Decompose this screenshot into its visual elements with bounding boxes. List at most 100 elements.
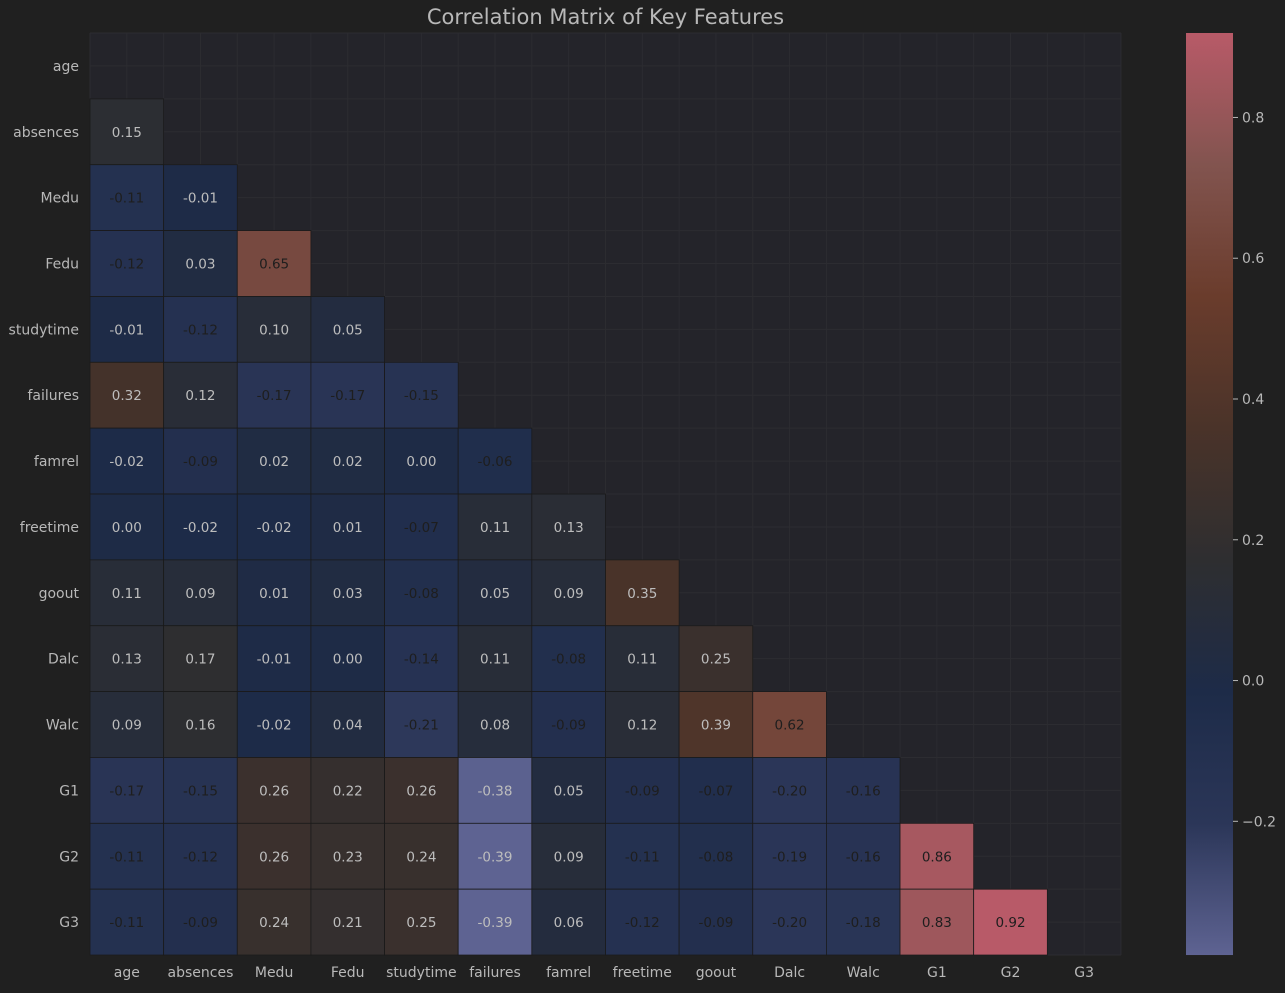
heatmap-cell [605, 691, 680, 758]
heatmap-cell [531, 559, 606, 627]
x-tick-label: G1 [927, 965, 947, 981]
cell-value-label: 0.26 [259, 849, 289, 865]
cell-value-label: -0.20 [772, 783, 807, 799]
heatmap-cell [310, 361, 385, 429]
cell-value-label: 0.11 [480, 652, 510, 668]
cell-value-label: 0.11 [627, 652, 657, 668]
cell-value-label: 0.03 [333, 586, 363, 602]
y-tick-label: Medu [41, 191, 79, 207]
cell-value-label: -0.01 [257, 652, 292, 668]
y-tick-label: age [53, 59, 79, 75]
cell-value-label: 0.39 [701, 718, 731, 734]
cell-value-label: -0.14 [404, 652, 439, 668]
heatmap-cell [163, 164, 238, 231]
heatmap-cell [384, 822, 459, 890]
heatmap-cell [163, 888, 238, 956]
heatmap-cell [678, 625, 754, 692]
cell-value-label: 0.11 [112, 586, 142, 602]
cell-value-label: -0.38 [478, 783, 513, 799]
heatmap-cell [899, 888, 975, 956]
cell-value-label: -0.09 [183, 454, 218, 470]
heatmap-cell [236, 822, 312, 890]
heatmap-cell [752, 691, 827, 758]
cell-value-label: -0.11 [109, 915, 144, 931]
cell-value-label: 0.05 [333, 322, 363, 338]
colorbar-tick-label: 0.2 [1242, 533, 1264, 549]
heatmap-cell [384, 888, 459, 956]
heatmap-cell [752, 822, 827, 890]
cell-value-label: 0.00 [112, 520, 142, 536]
cell-value-label: 0.06 [554, 915, 584, 931]
y-tick-label: G2 [59, 849, 79, 865]
cell-value-label: 0.00 [333, 652, 363, 668]
cell-value-label: -0.07 [404, 520, 439, 536]
heatmap-cell [605, 888, 680, 956]
cell-value-label: 0.09 [112, 718, 142, 734]
cell-value-label: -0.11 [625, 849, 660, 865]
y-tick-label: G1 [59, 783, 79, 799]
cell-value-label: -0.15 [183, 783, 218, 799]
cell-value-label: -0.11 [109, 191, 144, 207]
cell-value-label: 0.09 [554, 849, 584, 865]
heatmap-cell [605, 757, 680, 824]
x-tick-label: failures [469, 965, 521, 981]
cell-value-label: 0.12 [185, 388, 215, 404]
cell-value-label: 0.16 [185, 718, 215, 734]
heatmap-cell [457, 427, 533, 495]
heatmap-cell [384, 757, 459, 824]
cell-value-label: 0.09 [554, 586, 584, 602]
cell-value-label: 0.62 [775, 718, 805, 734]
heatmap-cell [310, 296, 385, 363]
x-tick-label: G3 [1074, 965, 1094, 981]
cell-value-label: -0.17 [257, 388, 292, 404]
colorbar-tick-label: 0.4 [1242, 392, 1264, 408]
heatmap-cell [89, 493, 165, 561]
heatmap-cell [89, 888, 165, 956]
y-tick-label: studytime [9, 322, 79, 338]
cell-value-label: -0.02 [257, 520, 292, 536]
cell-value-label: 0.02 [333, 454, 363, 470]
heatmap-cell [163, 230, 238, 297]
x-tick-label: Dalc [774, 965, 805, 981]
cell-value-label: 0.17 [185, 652, 215, 668]
colorbar-tick-label: 0.8 [1242, 110, 1264, 126]
cell-value-label: -0.08 [698, 849, 733, 865]
cell-value-label: -0.39 [478, 849, 513, 865]
cell-value-label: -0.12 [625, 915, 660, 931]
heatmap-cell [236, 625, 312, 692]
x-tick-label: goout [696, 965, 737, 981]
cell-value-label: 0.26 [259, 783, 289, 799]
y-tick-label: absences [13, 125, 79, 141]
heatmap-cell [531, 888, 606, 956]
cell-value-label: 0.35 [627, 586, 657, 602]
heatmap-cell [89, 427, 165, 495]
heatmap-cell [457, 691, 533, 758]
cell-value-label: 0.22 [333, 783, 363, 799]
cell-value-label: -0.12 [109, 257, 144, 273]
x-tick-label: freetime [613, 965, 672, 981]
cell-value-label: 0.25 [406, 915, 436, 931]
cell-value-label: 0.23 [333, 849, 363, 865]
heatmap-cell [384, 559, 459, 627]
cell-value-label: -0.16 [846, 783, 881, 799]
cell-value-label: 0.12 [627, 718, 657, 734]
heatmap-cell [531, 691, 606, 758]
heatmap-cell [973, 888, 1048, 956]
cell-value-label: 0.02 [259, 454, 289, 470]
heatmap-cell [236, 361, 312, 429]
cell-value-label: 0.25 [701, 652, 731, 668]
y-tick-label: Walc [46, 718, 79, 734]
cell-value-label: -0.01 [109, 322, 144, 338]
cell-value-label: -0.07 [698, 783, 733, 799]
cell-value-label: -0.20 [772, 915, 807, 931]
heatmap-cell [457, 888, 533, 956]
heatmap-cell [826, 822, 901, 890]
chart-title: Correlation Matrix of Key Features [426, 5, 785, 29]
heatmap-cell [236, 230, 312, 297]
heatmap-cell [236, 691, 312, 758]
heatmap-cell [89, 822, 165, 890]
heatmap-cell [163, 361, 238, 429]
heatmap-cell [310, 757, 385, 824]
cell-value-label: -0.02 [109, 454, 144, 470]
